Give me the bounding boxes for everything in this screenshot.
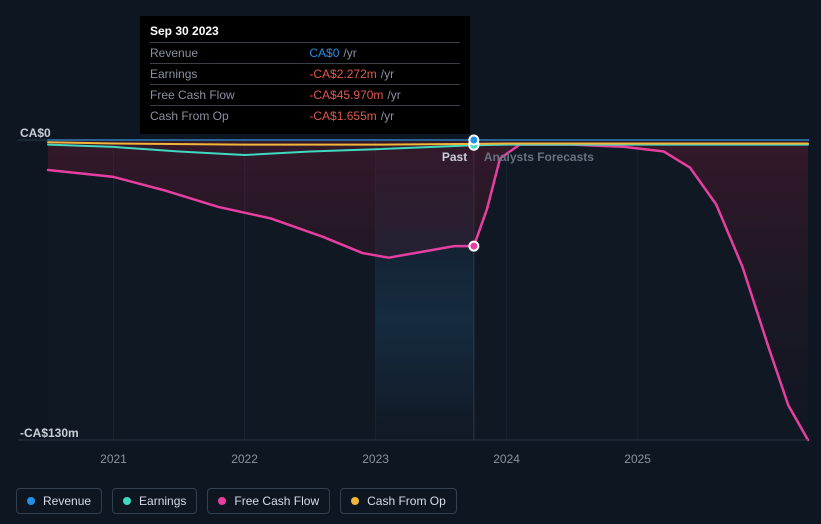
tooltip-date: Sep 30 2023 — [150, 22, 460, 42]
financials-chart: CA$0 -CA$130m Past Analysts Forecasts 20… — [0, 0, 821, 524]
legend-item-label: Revenue — [43, 494, 91, 508]
legend-swatch-icon — [218, 497, 226, 505]
legend-item-label: Free Cash Flow — [234, 494, 319, 508]
x-tick-label: 2023 — [362, 452, 389, 466]
forecast-label: Analysts Forecasts — [484, 150, 594, 164]
legend-item-label: Cash From Op — [367, 494, 446, 508]
tooltip-row-value: CA$0/yr — [309, 43, 460, 64]
tooltip-row-key: Cash From Op — [150, 106, 309, 127]
x-tick-label: 2024 — [493, 452, 520, 466]
legend-swatch-icon — [123, 497, 131, 505]
legend-item-cash-from-op[interactable]: Cash From Op — [340, 488, 457, 514]
legend-item-free-cash-flow[interactable]: Free Cash Flow — [207, 488, 330, 514]
y-axis-label-bottom: -CA$130m — [20, 426, 79, 440]
legend-item-revenue[interactable]: Revenue — [16, 488, 102, 514]
legend-swatch-icon — [27, 497, 35, 505]
tooltip-row: Earnings-CA$2.272m/yr — [150, 64, 460, 85]
tooltip-row: RevenueCA$0/yr — [150, 43, 460, 64]
x-tick-label: 2022 — [231, 452, 258, 466]
tooltip-row: Free Cash Flow-CA$45.970m/yr — [150, 85, 460, 106]
tooltip-row-key: Earnings — [150, 64, 309, 85]
y-axis-label-top: CA$0 — [20, 126, 51, 140]
tooltip-row-value: -CA$45.970m/yr — [309, 85, 460, 106]
past-label: Past — [442, 150, 467, 164]
legend-item-earnings[interactable]: Earnings — [112, 488, 197, 514]
tooltip-row-value: -CA$2.272m/yr — [309, 64, 460, 85]
tooltip-row-key: Revenue — [150, 43, 309, 64]
x-tick-label: 2025 — [624, 452, 651, 466]
legend: Revenue Earnings Free Cash Flow Cash From O… — [16, 488, 457, 514]
tooltip-row: Cash From Op-CA$1.655m/yr — [150, 106, 460, 127]
legend-swatch-icon — [351, 497, 359, 505]
hover-tooltip: Sep 30 2023 RevenueCA$0/yrEarnings-CA$2.… — [140, 16, 470, 134]
tooltip-row-key: Free Cash Flow — [150, 85, 309, 106]
tooltip-row-value: -CA$1.655m/yr — [309, 106, 460, 127]
legend-item-label: Earnings — [139, 494, 186, 508]
x-tick-label: 2021 — [100, 452, 127, 466]
